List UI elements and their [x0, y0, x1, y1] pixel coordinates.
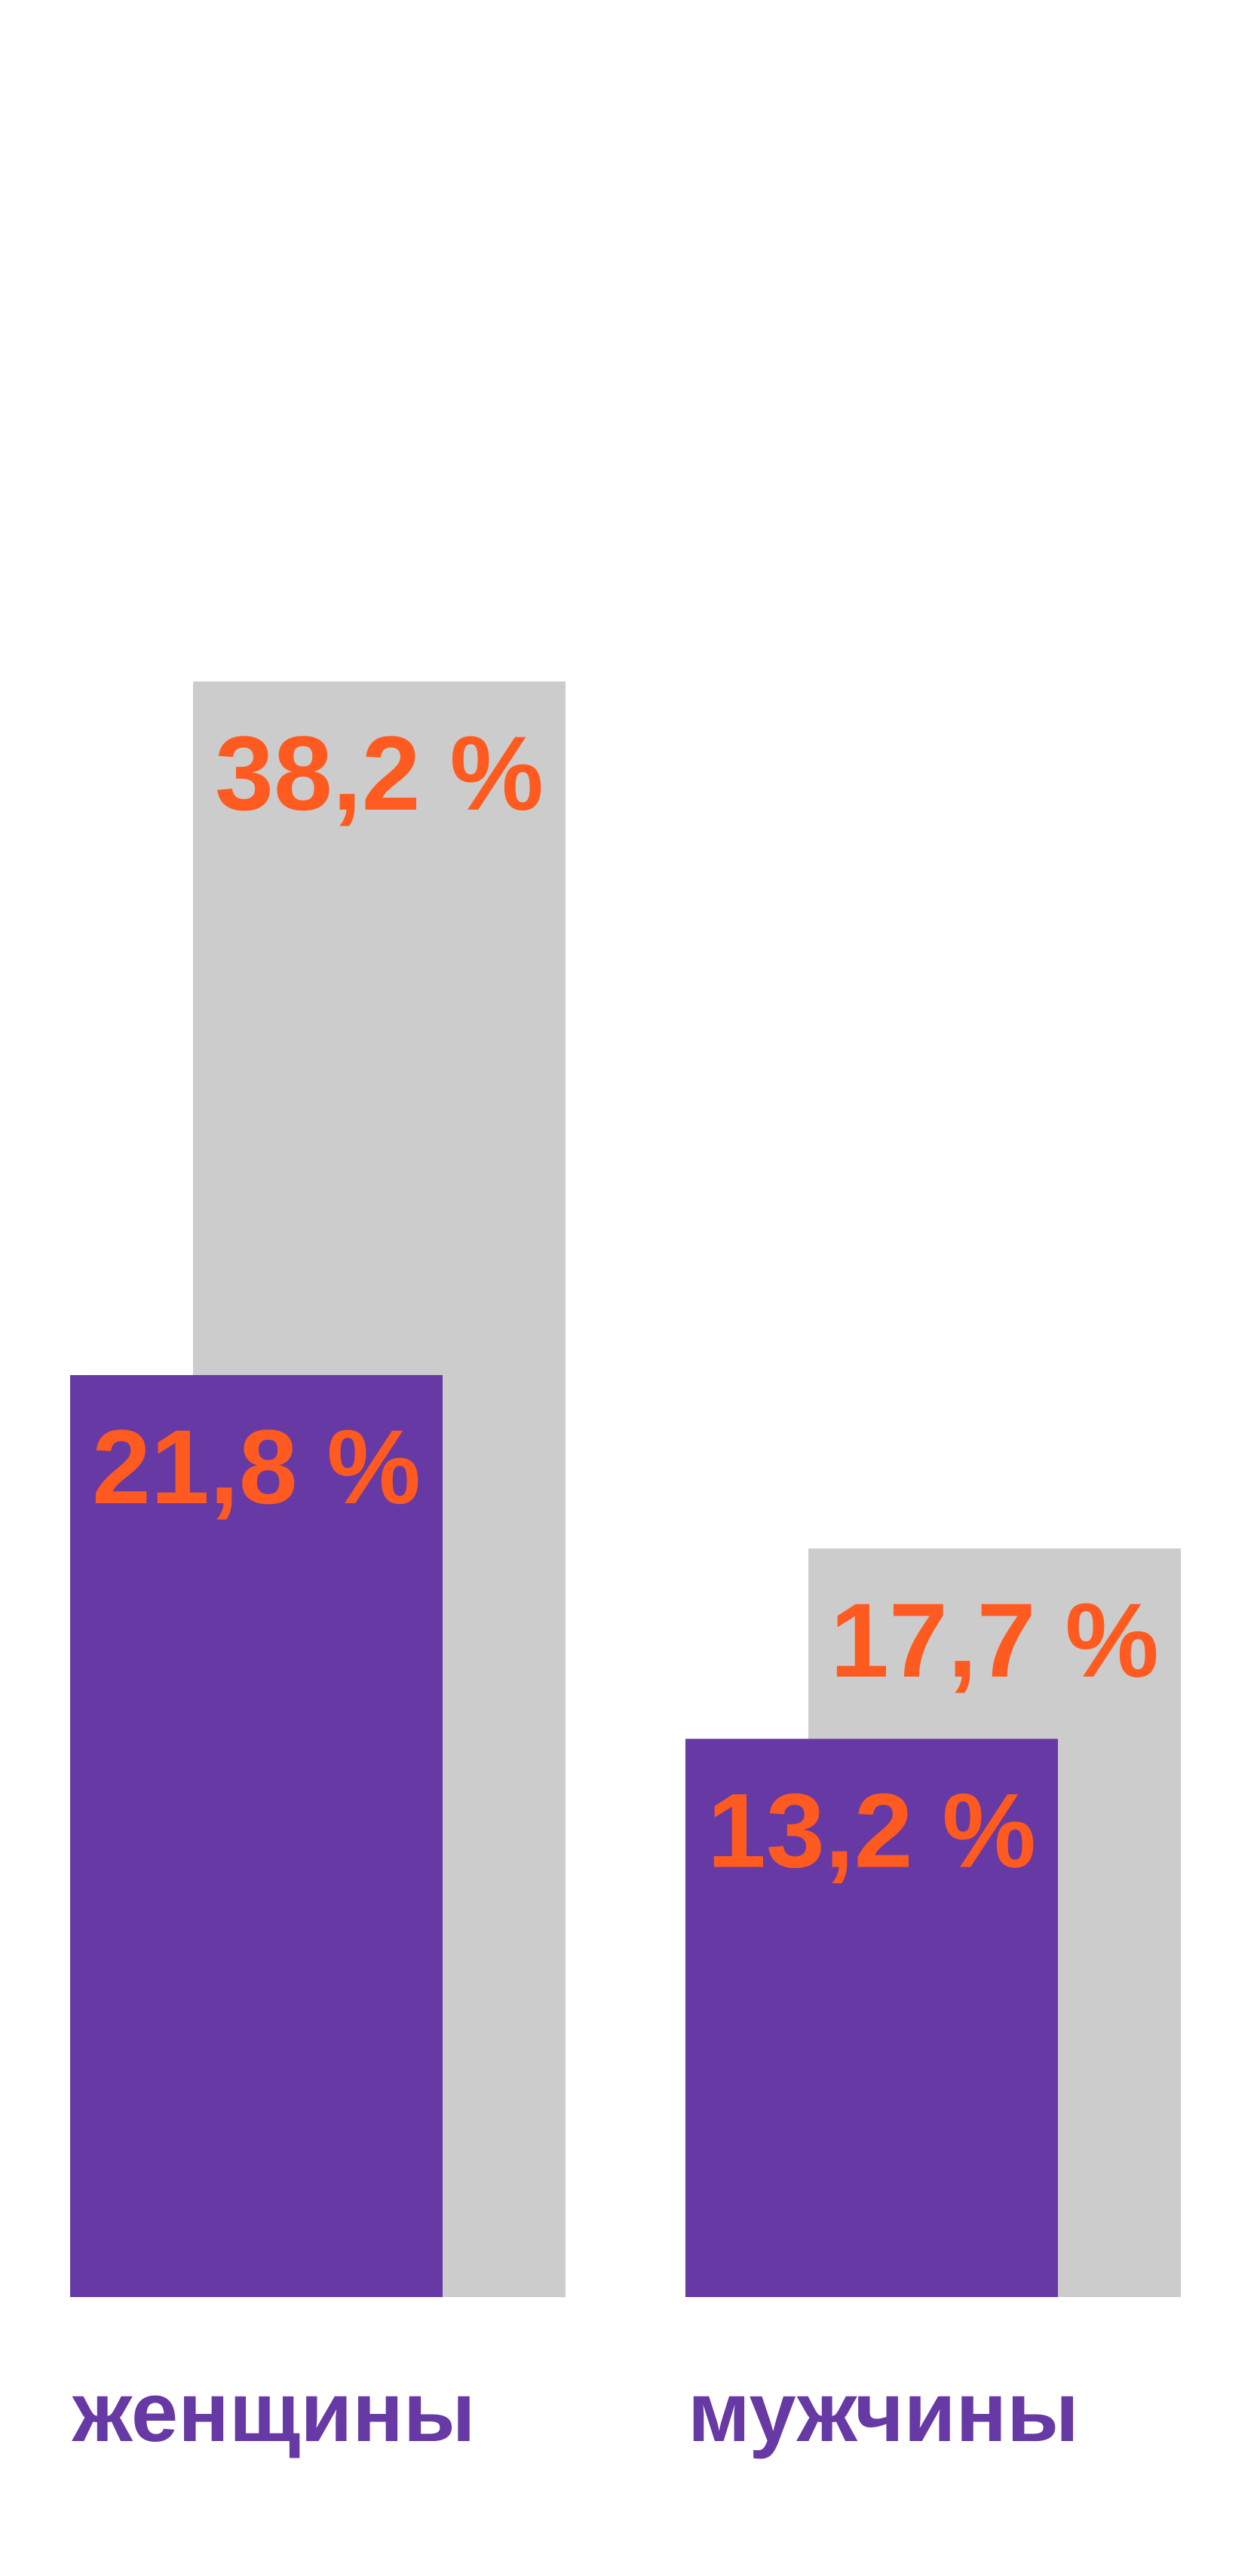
value-label: 38,2 %: [215, 714, 544, 832]
category-label: мужчины: [688, 2365, 1079, 2459]
category-label: женщины: [72, 2365, 476, 2459]
value-label: 21,8 %: [92, 1407, 421, 1526]
bar: [70, 1375, 443, 2297]
bar: [685, 1738, 1058, 2297]
value-label: 13,2 %: [707, 1771, 1036, 1889]
value-label: 17,7 %: [830, 1581, 1159, 1699]
